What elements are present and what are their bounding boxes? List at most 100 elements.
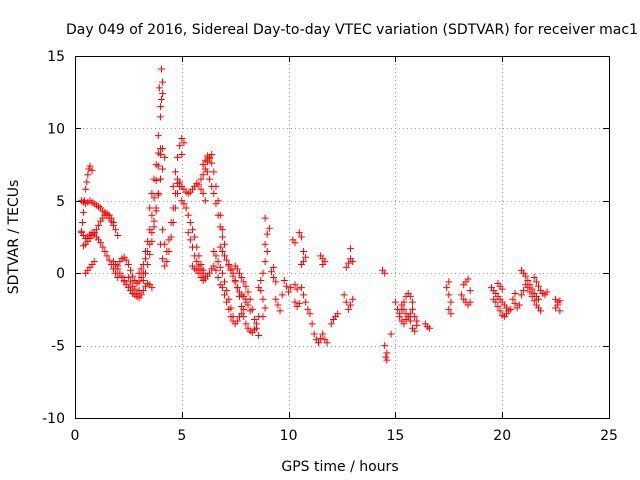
data-point — [195, 181, 203, 189]
data-point — [171, 168, 179, 176]
data-point — [261, 304, 269, 312]
data-point — [293, 285, 301, 293]
data-point — [86, 162, 94, 170]
data-point — [244, 301, 252, 309]
y-tick-label: -5 — [51, 339, 65, 355]
data-point — [118, 272, 126, 280]
data-point — [197, 175, 205, 183]
data-point — [250, 326, 258, 334]
data-point — [515, 301, 523, 309]
x-tick-label: 0 — [71, 428, 80, 444]
data-point — [387, 330, 395, 338]
data-point — [208, 182, 216, 190]
data-point — [197, 185, 205, 193]
data-point — [212, 200, 220, 208]
data-point — [199, 171, 207, 179]
data-point — [94, 221, 102, 229]
data-point — [99, 243, 107, 251]
data-point — [535, 295, 543, 303]
data-point — [186, 219, 194, 227]
data-point — [398, 301, 406, 309]
data-point — [411, 327, 419, 335]
data-point — [83, 178, 91, 186]
data-point — [347, 301, 355, 309]
data-point — [218, 284, 226, 292]
data-point — [447, 310, 455, 318]
data-point — [191, 252, 199, 260]
data-point — [297, 233, 305, 241]
data-point — [494, 303, 502, 311]
data-point — [229, 272, 237, 280]
data-point — [259, 313, 267, 321]
data-point — [223, 287, 231, 295]
data-point — [300, 258, 308, 266]
data-point — [381, 269, 389, 277]
y-tick-label: 15 — [47, 49, 65, 65]
data-point — [223, 256, 231, 264]
data-point — [280, 276, 288, 284]
data-point — [193, 258, 201, 266]
data-point — [528, 292, 536, 300]
data-point — [206, 269, 214, 277]
data-point — [255, 331, 263, 339]
data-point — [103, 252, 111, 260]
data-point — [383, 356, 391, 364]
data-point — [466, 298, 474, 306]
data-point — [77, 227, 85, 235]
data-point — [159, 90, 167, 98]
data-point — [310, 330, 318, 338]
data-point — [141, 269, 149, 277]
y-tick-label: 5 — [56, 194, 65, 210]
data-point — [520, 287, 528, 295]
data-point — [216, 223, 224, 231]
data-point — [400, 320, 408, 328]
data-point — [114, 232, 122, 240]
data-point — [408, 298, 416, 306]
data-point — [233, 317, 241, 325]
data-point — [221, 278, 229, 286]
data-point — [152, 207, 160, 215]
data-point — [227, 313, 235, 321]
data-point — [317, 334, 325, 342]
data-point — [411, 313, 419, 321]
data-point — [391, 298, 399, 306]
data-point — [146, 250, 154, 258]
data-point — [225, 262, 233, 270]
data-point — [165, 236, 173, 244]
data-point — [526, 288, 534, 296]
data-point — [552, 304, 560, 312]
data-point — [291, 281, 299, 289]
data-point — [240, 305, 248, 313]
data-point — [334, 310, 342, 318]
data-point — [156, 113, 164, 121]
data-point — [507, 305, 515, 313]
data-point — [171, 190, 179, 198]
data-point — [253, 320, 261, 328]
data-point — [240, 278, 248, 286]
data-point — [214, 274, 222, 282]
data-point — [122, 256, 130, 264]
data-point — [246, 295, 254, 303]
data-point — [319, 261, 327, 269]
data-point — [344, 305, 352, 313]
data-point — [556, 307, 564, 315]
data-point — [210, 262, 218, 270]
data-point — [327, 320, 335, 328]
x-axis-label: GPS time / hours — [281, 459, 398, 475]
data-point — [214, 258, 222, 266]
data-point — [511, 289, 519, 297]
data-point — [159, 165, 167, 173]
plot-frame — [75, 56, 610, 419]
data-point — [156, 145, 164, 153]
data-point — [195, 269, 203, 277]
x-tick-label: 25 — [600, 428, 618, 444]
data-point — [244, 288, 252, 296]
data-point — [537, 307, 545, 315]
data-point — [221, 252, 229, 260]
data-point — [186, 236, 194, 244]
data-point — [458, 291, 466, 299]
data-point — [268, 268, 276, 276]
data-point — [150, 175, 158, 183]
data-point — [406, 292, 414, 300]
